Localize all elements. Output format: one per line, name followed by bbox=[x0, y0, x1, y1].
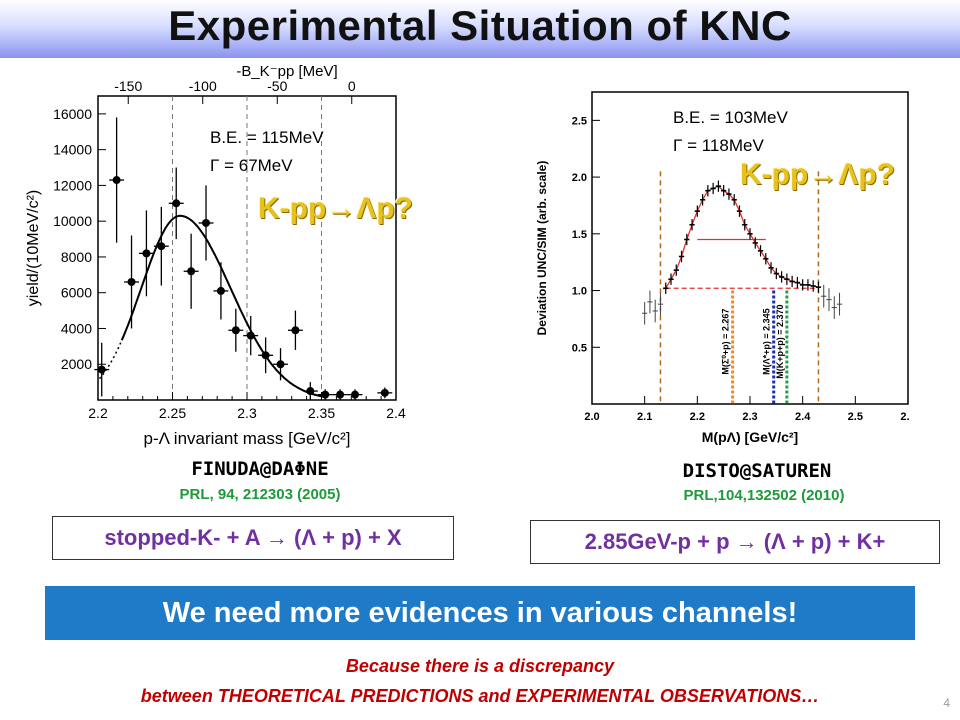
data-point bbox=[202, 218, 211, 227]
y-tick-label: 2.0 bbox=[572, 172, 587, 184]
top-tick-label: 0 bbox=[348, 78, 356, 94]
y-tick-label: 12000 bbox=[53, 177, 92, 193]
data-point bbox=[172, 199, 181, 208]
title-bar bbox=[0, 0, 960, 58]
finuda-chart: 2.2 2.25 2.3 2.35 2.4 2000 4000 6000 8000 10000 12… bbox=[25, 63, 406, 448]
x-tick-label: 2.2 bbox=[88, 405, 108, 421]
y-tick-label: 2.5 bbox=[572, 115, 587, 127]
right-reference: PRL,104,132502 (2010) bbox=[683, 487, 845, 504]
y-axis-label: Deviation UNC/SIM (arb. scale) bbox=[535, 161, 549, 336]
data-point bbox=[246, 331, 255, 340]
y-tick-label: 1.5 bbox=[572, 229, 587, 241]
x-tick-label: 2.25 bbox=[159, 405, 186, 421]
right-reaction: 2.85GeV-p + p → (Λ + p) + K+ bbox=[530, 520, 940, 564]
data-point bbox=[231, 326, 240, 335]
data-point bbox=[97, 365, 106, 374]
y-tick-label: 16000 bbox=[53, 106, 92, 122]
x-axis-label: M(pΛ) [GeV/c²] bbox=[702, 429, 798, 445]
left-reaction: stopped-K- + A → (Λ + p) + X bbox=[52, 516, 454, 560]
y-tick-label: 1.0 bbox=[572, 286, 587, 298]
y-tick-label: 0.5 bbox=[572, 342, 587, 354]
right-annotation: B.E. = 103MeV Γ = 118MeV bbox=[673, 104, 788, 160]
data-point bbox=[306, 387, 315, 396]
left-experiment: FINUDA@DAΦNE bbox=[191, 458, 329, 480]
y-axis-label: yield/(10MeV/c²) bbox=[25, 190, 42, 306]
data-point bbox=[336, 390, 345, 399]
fit-curve-dotted bbox=[98, 339, 123, 380]
x-tick-label: 2.3 bbox=[237, 405, 257, 421]
fit-line bbox=[665, 185, 819, 289]
right-channel: K-pp→Λp? bbox=[740, 158, 895, 191]
left-annotation: B.E. = 115MeV Γ = 67MeV bbox=[210, 124, 324, 180]
threshold-label: M(Σ⁰+p) = 2.267 bbox=[721, 309, 731, 375]
fit-curve bbox=[120, 214, 325, 398]
data-point bbox=[380, 388, 389, 397]
page-number: 4 bbox=[943, 696, 950, 710]
data-point bbox=[157, 242, 166, 251]
y-tick-label: 6000 bbox=[61, 285, 92, 301]
data-point bbox=[291, 326, 300, 335]
disto-chart: 2.0 2.1 2.2 2.3 2.4 2.5 2.6 0.5 1.0 1.5 2.0 2.5 M(Σ⁰… bbox=[535, 91, 910, 445]
x-axis-label: p-Λ invariant mass [GeV/c²] bbox=[144, 429, 351, 448]
data-point bbox=[187, 267, 196, 276]
footnote-line-1: Because there is a discrepancy bbox=[345, 656, 615, 676]
conclusion-banner: We need more evidences in various channe… bbox=[45, 586, 915, 640]
data-point bbox=[216, 286, 225, 295]
x-tick-label: 2.1 bbox=[637, 411, 652, 423]
x-tick-label: 2.2 bbox=[690, 411, 705, 423]
x-tick-label: 2.35 bbox=[308, 405, 335, 421]
threshold-label: M(Λ*+p) = 2.345 bbox=[762, 308, 772, 375]
x-tick-label: 2.0 bbox=[584, 411, 599, 423]
data-point bbox=[127, 277, 136, 286]
x-tick-label: 2.3 bbox=[742, 411, 757, 423]
x-tick-label: 2.5 bbox=[848, 411, 863, 423]
left-be: B.E. = 115MeV bbox=[210, 128, 324, 147]
data-point bbox=[321, 390, 330, 399]
threshold-label: M(K+p+p) = 2.370 bbox=[775, 304, 785, 378]
data-point bbox=[261, 351, 270, 360]
top-axis-label: -B_K⁻pp [MeV] bbox=[236, 63, 337, 80]
y-tick-label: 10000 bbox=[53, 213, 92, 229]
left-channel: K-pp→Λp? bbox=[258, 192, 413, 225]
footnote-line-2: between THEORETICAL PREDICTIONS and EXPE… bbox=[140, 686, 820, 706]
data-point bbox=[276, 360, 285, 369]
slide-title: Experimental Situation of KNC bbox=[168, 2, 792, 49]
x-tick-label: 2.4 bbox=[386, 405, 406, 421]
top-tick-label: -50 bbox=[267, 78, 287, 94]
data-point bbox=[112, 176, 121, 185]
right-width: Γ = 118MeV bbox=[673, 136, 764, 155]
right-experiment: DISTO@SATUREN bbox=[682, 460, 832, 482]
y-tick-label: 4000 bbox=[61, 320, 92, 336]
x-tick-label: 2.4 bbox=[795, 411, 811, 423]
top-tick-label: -150 bbox=[114, 78, 142, 94]
x-tick-label: 2.6 bbox=[900, 411, 910, 423]
y-tick-label: 14000 bbox=[53, 142, 92, 158]
data-point bbox=[351, 390, 360, 399]
top-tick-label: -100 bbox=[189, 78, 217, 94]
right-be: B.E. = 103MeV bbox=[673, 108, 788, 127]
data-point bbox=[142, 249, 151, 258]
left-reference: PRL, 94, 212303 (2005) bbox=[179, 486, 341, 503]
y-tick-label: 8000 bbox=[61, 249, 92, 265]
y-tick-label: 2000 bbox=[61, 356, 92, 372]
left-width: Γ = 67MeV bbox=[210, 156, 293, 175]
